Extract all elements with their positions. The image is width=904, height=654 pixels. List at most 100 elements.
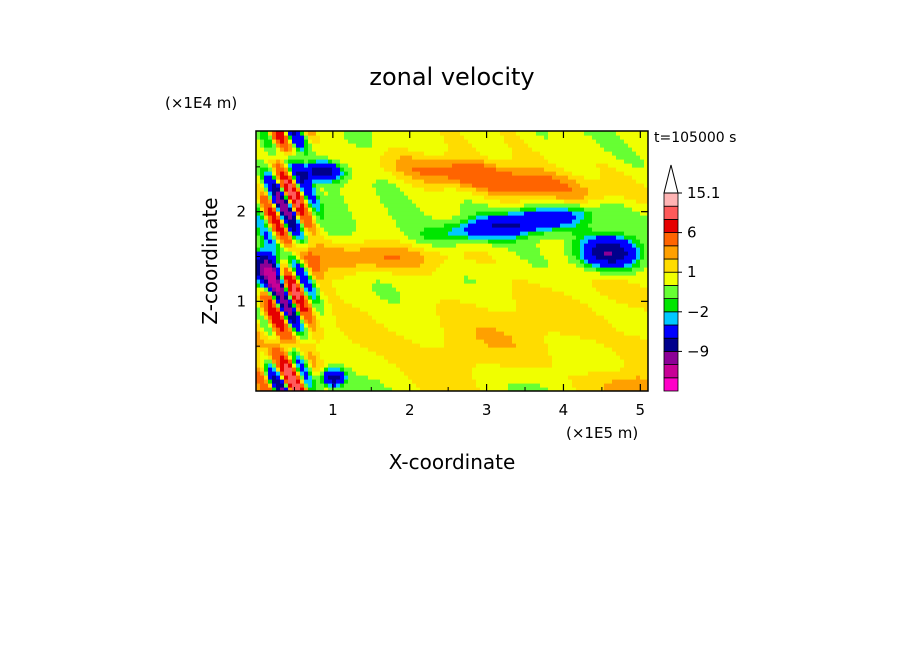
heatmap-cell: [528, 275, 533, 280]
heatmap-cell: [284, 275, 289, 280]
heatmap-cell: [388, 219, 393, 224]
heatmap-cell: [500, 247, 505, 252]
heatmap-cell: [280, 155, 285, 160]
heatmap-cell: [364, 335, 369, 340]
heatmap-cell: [296, 319, 301, 324]
heatmap-cell: [324, 231, 329, 236]
heatmap-cell: [304, 387, 309, 391]
heatmap-cell: [496, 311, 501, 316]
heatmap-cell: [364, 175, 369, 180]
heatmap-cell: [260, 179, 265, 184]
heatmap-cell: [372, 307, 377, 312]
heatmap-cell: [516, 267, 521, 272]
heatmap-cell: [516, 143, 521, 148]
heatmap-cell: [300, 207, 305, 212]
heatmap-cell: [464, 155, 469, 160]
heatmap-cell: [424, 259, 429, 264]
heatmap-cell: [364, 347, 369, 352]
heatmap-cell: [352, 211, 357, 216]
heatmap-cell: [460, 191, 465, 196]
heatmap-cell: [344, 295, 349, 300]
heatmap-cell: [456, 223, 461, 228]
heatmap-cell: [268, 187, 273, 192]
heatmap-cell: [384, 199, 389, 204]
heatmap-cell: [468, 243, 473, 248]
heatmap-cell: [548, 283, 553, 288]
heatmap-cell: [388, 155, 393, 160]
heatmap-cell: [256, 315, 261, 320]
heatmap-cell: [296, 207, 301, 212]
heatmap-cell: [432, 171, 437, 176]
heatmap-cell: [468, 267, 473, 272]
heatmap-cell: [508, 131, 513, 136]
heatmap-cell: [468, 211, 473, 216]
heatmap-cell: [292, 199, 297, 204]
heatmap-cell: [380, 335, 385, 340]
heatmap-cell: [516, 307, 521, 312]
heatmap-cell: [424, 183, 429, 188]
heatmap-cell: [292, 303, 297, 308]
heatmap-cell: [340, 271, 345, 276]
heatmap-cell: [508, 343, 513, 348]
heatmap-cell: [544, 211, 549, 216]
heatmap-cell: [300, 215, 305, 220]
heatmap-cell: [416, 379, 421, 384]
heatmap-cell: [372, 275, 377, 280]
heatmap-cell: [388, 271, 393, 276]
heatmap-cell: [436, 219, 441, 224]
heatmap-cell: [316, 283, 321, 288]
heatmap-cell: [420, 323, 425, 328]
heatmap-cell: [400, 375, 405, 380]
heatmap-cell: [540, 303, 545, 308]
heatmap-cell: [312, 183, 317, 188]
heatmap-cell: [468, 323, 473, 328]
heatmap-cell: [496, 359, 501, 364]
heatmap-cell: [460, 227, 465, 232]
heatmap-cell: [532, 375, 537, 380]
heatmap-cell: [256, 319, 261, 324]
heatmap-cell: [520, 319, 525, 324]
heatmap-cell: [468, 195, 473, 200]
heatmap-cell: [420, 375, 425, 380]
heatmap-cell: [472, 167, 477, 172]
heatmap-cell: [388, 307, 393, 312]
heatmap-cell: [376, 291, 381, 296]
heatmap-cell: [544, 231, 549, 236]
heatmap-cell: [328, 195, 333, 200]
heatmap-cell: [424, 267, 429, 272]
heatmap-cell: [296, 271, 301, 276]
heatmap-cell: [256, 327, 261, 332]
heatmap-cell: [524, 303, 529, 308]
heatmap-cell: [436, 179, 441, 184]
heatmap-cell: [256, 359, 261, 364]
heatmap-cell: [448, 255, 453, 260]
heatmap-cell: [536, 227, 541, 232]
heatmap-cell: [428, 207, 433, 212]
heatmap-cell: [264, 343, 269, 348]
heatmap-cell: [312, 159, 317, 164]
heatmap-cell: [420, 183, 425, 188]
heatmap-cell: [320, 299, 325, 304]
heatmap-cell: [328, 159, 333, 164]
heatmap-cell: [444, 375, 449, 380]
heatmap-cell: [460, 211, 465, 216]
heatmap-cell: [460, 327, 465, 332]
heatmap-cell: [272, 311, 277, 316]
heatmap-cell: [480, 243, 485, 248]
heatmap-cell: [312, 167, 317, 172]
heatmap-cell: [272, 151, 277, 156]
heatmap-cell: [356, 379, 361, 384]
heatmap-cell: [280, 295, 285, 300]
heatmap-cell: [556, 215, 561, 220]
heatmap-cell: [272, 139, 277, 144]
heatmap-cell: [444, 367, 449, 372]
heatmap-cell: [268, 151, 273, 156]
heatmap-cell: [288, 247, 293, 252]
heatmap-cell: [392, 331, 397, 336]
heatmap-cell: [476, 283, 481, 288]
heatmap-cell: [368, 131, 373, 136]
heatmap-cell: [392, 207, 397, 212]
heatmap-cell: [304, 363, 309, 368]
heatmap-cell: [436, 335, 441, 340]
heatmap-cell: [376, 371, 381, 376]
